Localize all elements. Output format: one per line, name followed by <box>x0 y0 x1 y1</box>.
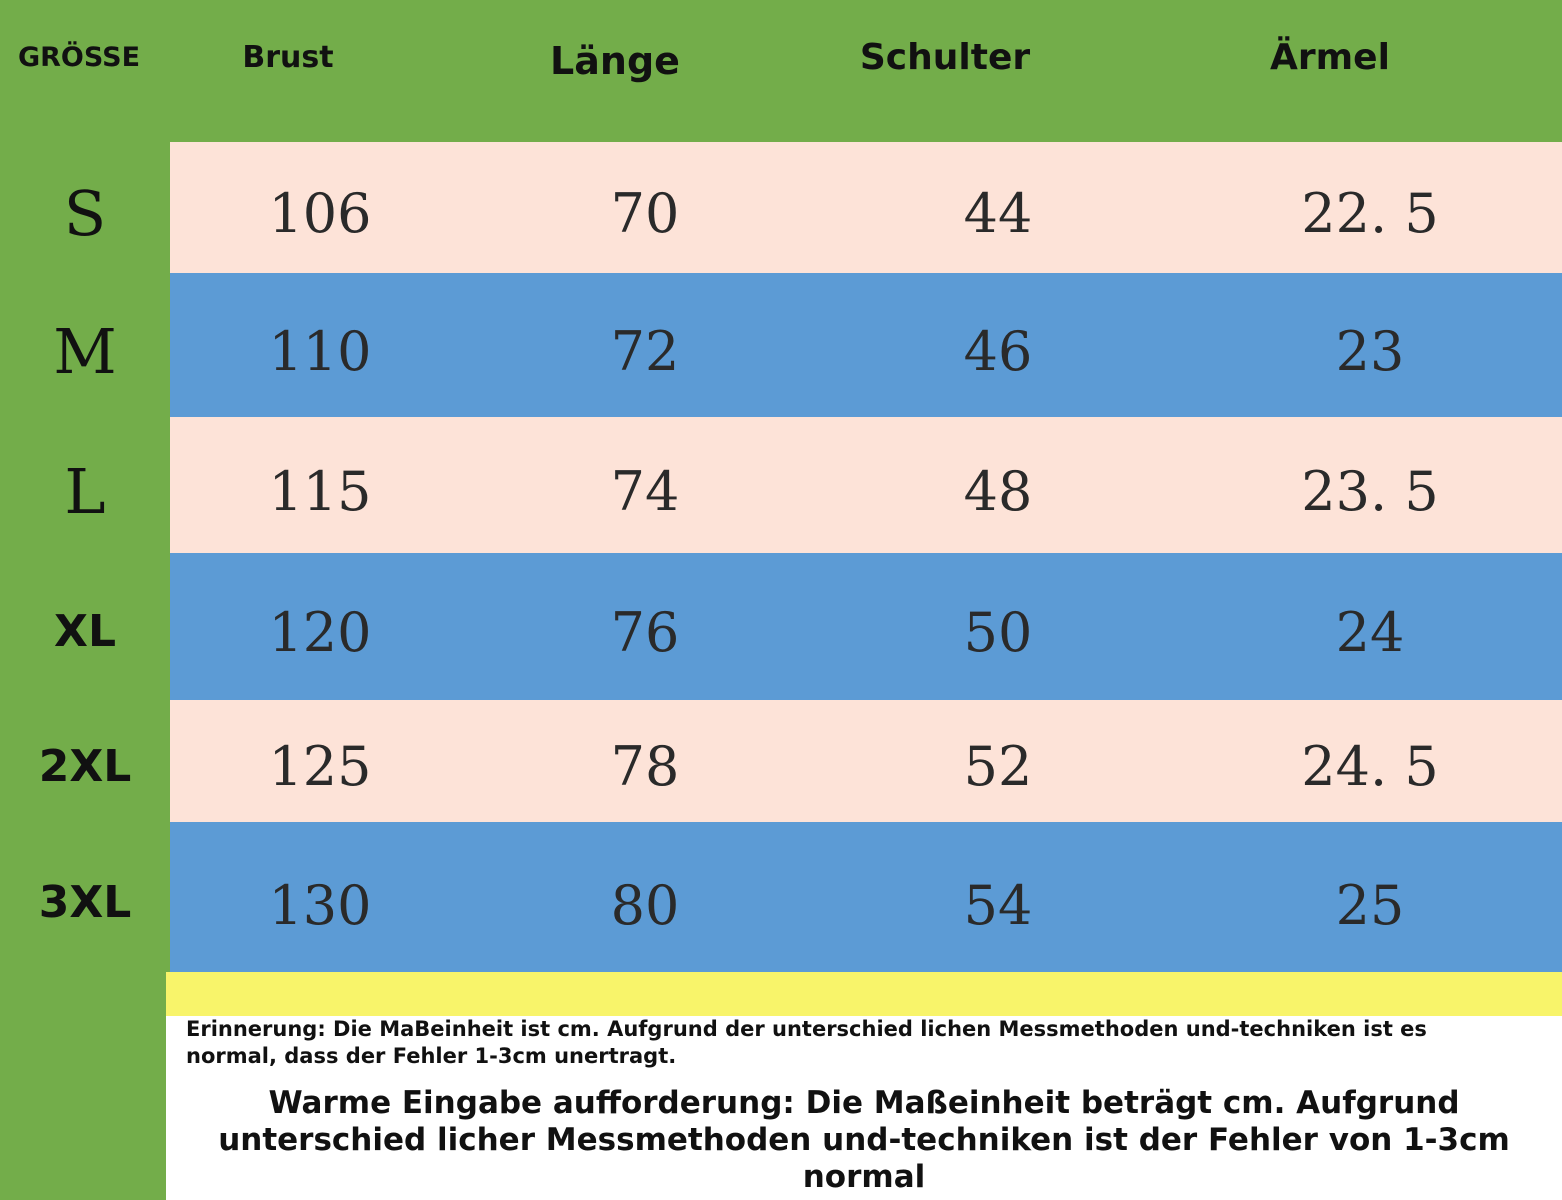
aermel-cell: 23. 5 <box>1301 459 1439 523</box>
table-row <box>170 417 1562 553</box>
size-label: 3XL <box>38 876 132 928</box>
notes-panel <box>166 1016 1562 1200</box>
size-label: M <box>53 314 117 388</box>
table-row <box>170 553 1562 700</box>
header-brust: Brust <box>242 39 334 75</box>
laenge-cell: 70 <box>610 181 680 245</box>
warm-notice-text: Warme Eingabe aufforderung: Die Maßeinhe… <box>218 1085 1510 1195</box>
table-row <box>170 273 1562 417</box>
brust-cell: 115 <box>268 459 372 523</box>
size-label: XL <box>54 605 116 657</box>
laenge-cell: 72 <box>610 319 680 383</box>
table-row <box>170 142 1562 273</box>
aermel-cell: 22. 5 <box>1301 181 1439 245</box>
aermel-cell: 23 <box>1335 319 1405 383</box>
size-label: L <box>64 454 106 528</box>
table-row <box>170 700 1562 822</box>
schulter-cell: 46 <box>963 319 1033 383</box>
size-label: 2XL <box>38 740 132 792</box>
laenge-cell: 80 <box>610 873 680 937</box>
schulter-cell: 50 <box>963 600 1033 664</box>
header-size: GRÖSSE <box>17 41 141 73</box>
brust-cell: 110 <box>268 319 372 383</box>
header-laenge: Länge <box>550 39 680 83</box>
reminder-text: Erinnerung: Die MaBeinheit ist cm. Aufgr… <box>186 1017 1427 1068</box>
schulter-cell: 52 <box>963 734 1033 798</box>
aermel-cell: 24. 5 <box>1301 734 1439 798</box>
header-schulter: Schulter <box>859 36 1031 78</box>
schulter-cell: 54 <box>963 873 1033 937</box>
laenge-cell: 78 <box>610 734 680 798</box>
laenge-cell: 76 <box>610 600 680 664</box>
brust-cell: 130 <box>268 873 372 937</box>
aermel-cell: 25 <box>1335 873 1405 937</box>
size-label: S <box>63 176 107 250</box>
notice-bar <box>166 972 1562 1016</box>
brust-cell: 120 <box>268 600 372 664</box>
brust-cell: 106 <box>268 181 372 245</box>
laenge-cell: 74 <box>610 459 680 523</box>
aermel-cell: 24 <box>1335 600 1405 664</box>
table-row <box>170 822 1562 972</box>
brust-cell: 125 <box>268 734 372 798</box>
header-aermel: Ärmel <box>1270 36 1390 78</box>
schulter-cell: 44 <box>963 181 1033 245</box>
schulter-cell: 48 <box>963 459 1033 523</box>
